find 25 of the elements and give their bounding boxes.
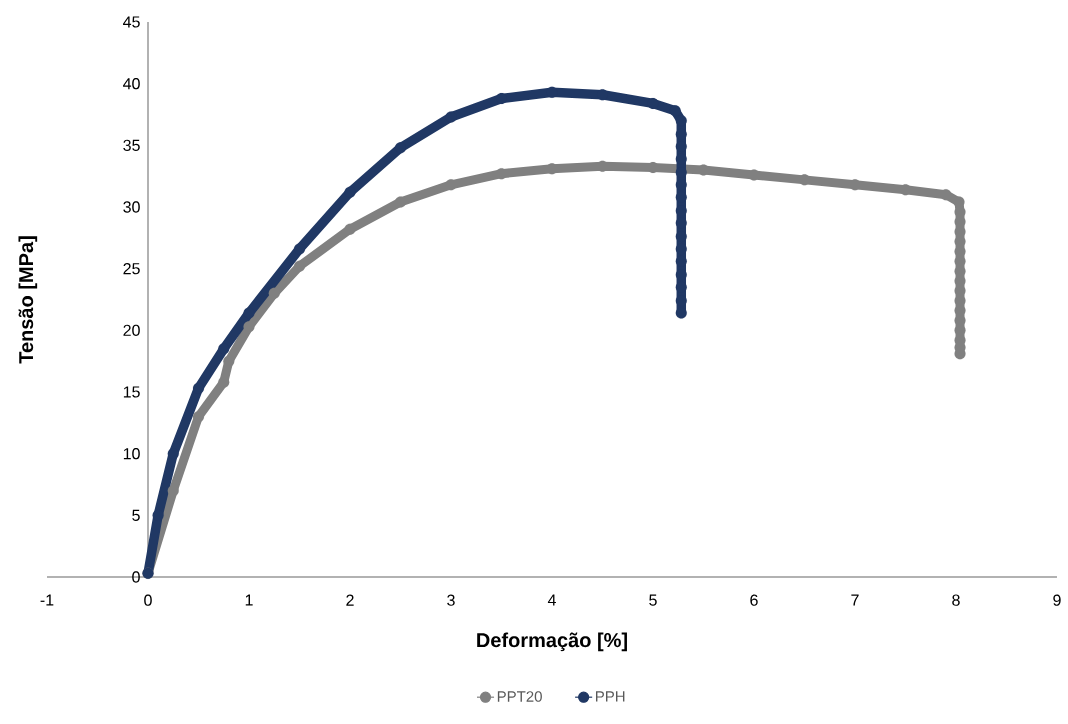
y-tick-label: 5 bbox=[132, 509, 140, 521]
x-tick-label: 4 bbox=[547, 594, 556, 606]
x-tick-label: -1 bbox=[40, 594, 54, 606]
x-tick-label: 2 bbox=[346, 594, 354, 606]
y-tick-label: 0 bbox=[132, 571, 140, 583]
x-tick-label: 6 bbox=[750, 594, 758, 606]
y-tick-label: 30 bbox=[123, 201, 140, 213]
y-tick-label: 40 bbox=[123, 78, 140, 90]
x-tick-label: 8 bbox=[952, 594, 960, 606]
x-tick-label: 9 bbox=[1053, 594, 1061, 606]
y-axis-title: Tensão [MPa] bbox=[18, 236, 38, 364]
x-tick-label: 3 bbox=[447, 594, 455, 606]
x-axis-title: Deformação [%] bbox=[477, 632, 627, 652]
x-tick-label: 7 bbox=[851, 594, 859, 606]
y-tick-label: 15 bbox=[123, 386, 140, 398]
x-tick-label: 5 bbox=[649, 594, 657, 606]
x-tick-label: 0 bbox=[144, 594, 152, 606]
legend-label: PPH bbox=[596, 691, 625, 702]
y-tick-label: 45 bbox=[123, 16, 140, 28]
y-tick-label: 20 bbox=[123, 324, 140, 336]
y-tick-label: 10 bbox=[123, 448, 140, 460]
x-tick-label: 1 bbox=[245, 594, 253, 606]
y-tick-label: 35 bbox=[123, 139, 140, 151]
y-tick-label: 25 bbox=[123, 263, 140, 275]
legend-label: PPT20 bbox=[497, 691, 542, 702]
